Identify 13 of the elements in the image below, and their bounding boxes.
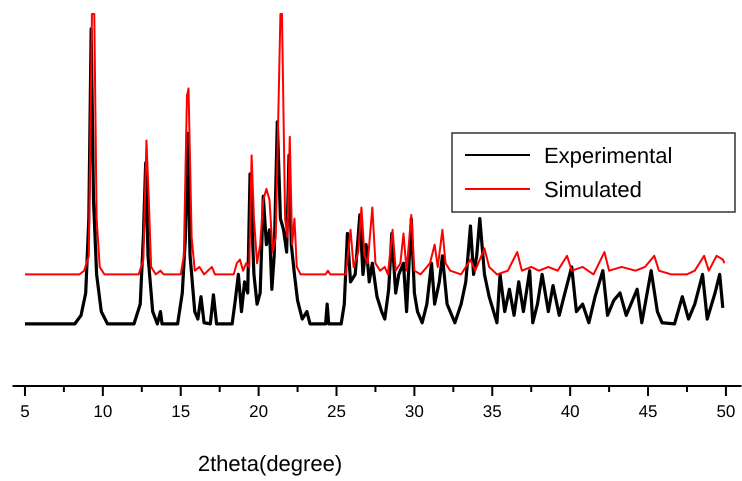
x-tick-label: 25 [327, 402, 346, 421]
x-tick-label: 40 [560, 402, 580, 421]
legend-label: Simulated [544, 177, 642, 202]
x-tick-label: 50 [716, 402, 736, 421]
x-tick-label: 30 [404, 402, 424, 421]
x-tick-label: 45 [638, 402, 658, 421]
x-tick-label: 20 [249, 402, 268, 421]
x-tick-label: 35 [482, 402, 502, 421]
x-tick-label: 10 [93, 402, 112, 421]
x-axis-title: 2theta(degree) [198, 451, 342, 476]
x-tick-label: 5 [20, 402, 30, 421]
x-tick-label: 15 [171, 402, 190, 421]
legend-label: Experimental [544, 143, 672, 168]
